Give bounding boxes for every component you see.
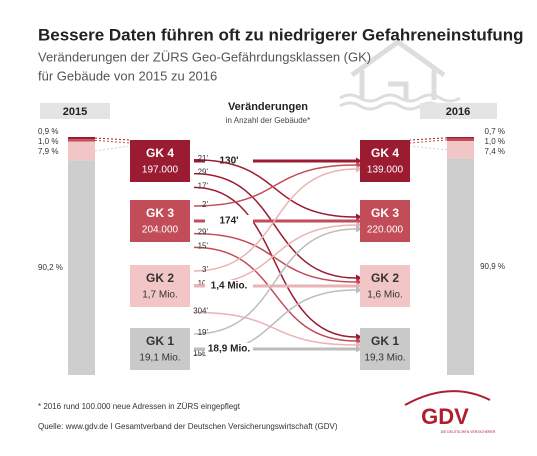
class-count: 19,1 Mio.	[139, 353, 180, 364]
share-segment	[68, 141, 95, 161]
flow	[193, 246, 357, 342]
flow-label: 174'	[219, 216, 238, 227]
flow-label: 1,4 Mio.	[211, 281, 248, 292]
class-box	[130, 200, 190, 242]
class-box	[130, 140, 190, 182]
changes-title: Veränderungen	[228, 101, 308, 113]
class-box	[360, 328, 410, 370]
class-box	[360, 200, 410, 242]
flow-label: 17'	[198, 182, 209, 191]
flow	[193, 159, 357, 218]
footnote: * 2016 rund 100.000 neue Adressen in ZÜR…	[38, 402, 241, 411]
title: Bessere Daten führen oft zu niedrigerer …	[38, 25, 524, 44]
flow	[193, 311, 357, 346]
leader-line	[409, 145, 448, 151]
class-count: 139.000	[367, 165, 404, 176]
share-label: 1,0 %	[38, 137, 58, 146]
flow-arrow	[356, 286, 362, 294]
leader-line	[409, 139, 448, 144]
class-name: GK 2	[371, 271, 399, 285]
leader-line	[94, 137, 131, 141]
share-segment	[447, 141, 474, 159]
share-label: 0,9 %	[38, 127, 58, 136]
source: Quelle: www.gdv.de I Gesamtverband der D…	[38, 422, 338, 431]
flow-label-bg	[205, 280, 253, 292]
share-segment	[68, 139, 95, 142]
flow	[193, 186, 357, 338]
flow	[193, 228, 357, 335]
subtitle: Veränderungen der ZÜRS Geo-Gefährdungskl…	[38, 49, 371, 64]
year-band	[40, 103, 110, 119]
flow-label: 15'	[198, 242, 209, 251]
class-name: GK 1	[371, 334, 399, 348]
class-count: 19,3 Mio.	[364, 353, 405, 364]
share-label: 0,7 %	[485, 127, 505, 136]
class-count: 204.000	[142, 225, 179, 236]
share-label: 7,4 %	[485, 147, 505, 156]
class-count: 1,6 Mio.	[367, 290, 403, 301]
class-box	[360, 265, 410, 307]
flow-label: 155'	[193, 349, 208, 358]
class-name: GK 4	[371, 146, 399, 160]
year-label: 2016	[446, 106, 470, 118]
logo-tagline: DIE DEUTSCHEN VERSICHERER	[441, 430, 496, 434]
flow-label: 29'	[198, 168, 209, 177]
class-box	[130, 328, 190, 370]
leader-line	[94, 145, 131, 152]
leader-line	[94, 139, 131, 144]
flow-label: 304'	[193, 307, 208, 316]
class-name: GK 2	[146, 271, 174, 285]
subtitle: für Gebäude von 2015 zu 2016	[38, 68, 217, 83]
class-count: 220.000	[367, 225, 404, 236]
logo: GDV	[421, 404, 469, 429]
class-name: GK 3	[371, 206, 399, 220]
flow-label: 18,9 Mio.	[208, 344, 250, 355]
share-segment	[447, 137, 474, 139]
share-segment	[447, 158, 474, 375]
year-band	[420, 103, 497, 119]
flow-arrow	[356, 345, 362, 353]
flow-label-bg	[205, 155, 253, 167]
share-segment	[68, 160, 95, 375]
flow-label: 29'	[198, 228, 209, 237]
flow-arrow	[356, 165, 362, 173]
share-label: 7,9 %	[38, 147, 58, 156]
flow	[193, 232, 357, 283]
share-segment	[68, 137, 95, 140]
flow-arrow	[356, 225, 362, 233]
share-segment	[447, 138, 474, 142]
flow	[193, 168, 357, 272]
share-label: 90,2 %	[38, 263, 63, 272]
leader-line	[409, 137, 448, 141]
year-label: 2015	[63, 106, 87, 118]
class-box	[130, 265, 190, 307]
flow-label: 2'	[202, 200, 208, 209]
class-count: 197.000	[142, 165, 179, 176]
flow-label: 3'	[202, 265, 208, 274]
flow-label: 10'	[198, 279, 209, 288]
class-name: GK 4	[146, 146, 174, 160]
class-name: GK 3	[146, 206, 174, 220]
flow	[193, 172, 357, 279]
logo-arc	[404, 390, 491, 406]
flow-label: 19'	[198, 328, 209, 337]
share-label: 1,0 %	[485, 137, 505, 146]
flow-label-bg	[205, 343, 253, 355]
flow-label: 21'	[198, 154, 209, 163]
class-count: 1,7 Mio.	[142, 290, 178, 301]
flow-label-bg	[205, 215, 253, 227]
share-label: 90,9 %	[480, 262, 505, 271]
flow-label: 130'	[219, 156, 238, 167]
flow	[193, 164, 357, 207]
class-name: GK 1	[146, 334, 174, 348]
changes-subtitle: in Anzahl der Gebäude*	[226, 116, 311, 125]
flow	[193, 224, 357, 286]
class-box	[360, 140, 410, 182]
